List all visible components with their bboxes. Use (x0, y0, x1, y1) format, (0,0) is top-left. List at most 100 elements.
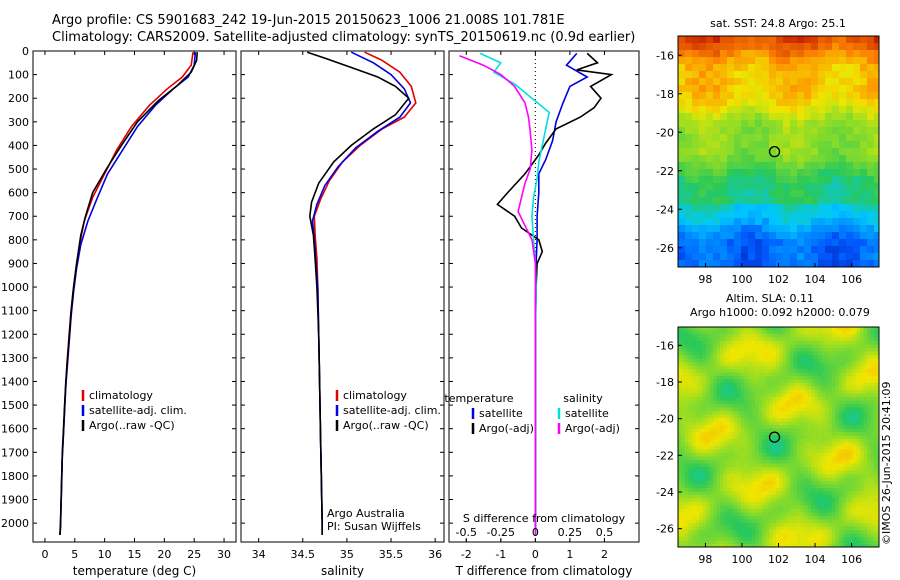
sla_map-cell (832, 383, 836, 387)
sla_map-cell (720, 414, 724, 419)
sla_map-cell (758, 425, 763, 429)
sla_map-cell (853, 474, 857, 478)
sla_map-cell (772, 369, 777, 373)
sla_map-cell (800, 337, 805, 342)
sla_map-cell (821, 474, 826, 478)
sla_map-cell (734, 460, 738, 464)
sla_map-cell (772, 418, 777, 422)
sla_map-cell (702, 505, 707, 510)
sla_map-cell (842, 519, 847, 524)
sst_map-cell (853, 71, 861, 79)
sla_map-cell (874, 411, 878, 415)
sst_map-cell (790, 183, 798, 191)
sst_map-cell (720, 190, 728, 198)
sla_map-cell (723, 491, 728, 496)
sst_map-cell (713, 43, 721, 51)
sla_map-cell (758, 463, 763, 468)
sla_map-cell (835, 330, 840, 335)
sst_map-cell (776, 141, 784, 149)
sla_map-cell (811, 421, 815, 426)
sla_map-cell (811, 376, 815, 380)
sla_map-cell (709, 540, 714, 545)
sla_map-cell (730, 449, 735, 454)
sst_map-cell (853, 43, 861, 51)
sla_map-cell (832, 442, 836, 447)
sst_map-cell (699, 99, 707, 107)
sla_map-cell (877, 365, 879, 370)
sla_map-cell (849, 460, 854, 464)
sst_map-cell (748, 232, 756, 240)
sla_map-cell (713, 411, 717, 415)
sla_map-cell (769, 362, 773, 366)
sla_map-cell (849, 344, 854, 349)
sla_map-cell (716, 397, 721, 401)
sla_map-cell (849, 330, 854, 335)
sla_map-cell (825, 481, 829, 485)
sst_map-cell (748, 169, 756, 177)
sla_map-cell (860, 502, 864, 506)
sla_map-cell (835, 463, 840, 468)
sst_map-cell (776, 85, 784, 93)
sla_map-cell (734, 470, 738, 475)
sla_map-cell (832, 537, 836, 541)
sla_map-cell (678, 341, 682, 345)
sst_map-cell (860, 232, 868, 240)
sla_map-cell (744, 386, 749, 391)
sla_map-cell (748, 327, 752, 331)
sla_map-cell (699, 544, 703, 547)
sla_map-cell (790, 446, 794, 450)
sla_map-cell (821, 344, 826, 349)
sla_map-cell (835, 470, 840, 475)
sla_map-cell (730, 467, 735, 471)
sst_map-cell (685, 85, 693, 93)
sst_map-cell (741, 120, 749, 128)
sla_map-cell (741, 442, 745, 447)
sst_map-cell (797, 127, 805, 135)
sla_map-cell (804, 449, 808, 454)
sst_map-cell (678, 78, 686, 86)
sla_map-cell (772, 505, 777, 510)
sla_map-cell (723, 411, 728, 415)
sla_map-cell (706, 463, 710, 468)
sla_map-cell (863, 484, 868, 489)
sla_map-cell (835, 414, 840, 419)
sla_map-cell (706, 544, 710, 547)
sla_map-cell (748, 526, 752, 531)
sla_map-cell (849, 495, 854, 499)
sst_map-cell (860, 211, 868, 219)
sla_map-cell (688, 453, 693, 457)
sst_map-cell (727, 113, 735, 121)
sla_map-cell (772, 348, 777, 352)
sla_map-cell (867, 446, 871, 450)
sst_map-cell (867, 197, 875, 205)
sst_map-cell (685, 239, 693, 247)
sla_map-cell (755, 397, 759, 401)
sst_map-cell (811, 148, 819, 156)
sla_map-cell (818, 376, 822, 380)
sla_map-cell (758, 477, 763, 482)
sst_map-cell (769, 43, 777, 51)
sla_map-cell (821, 372, 826, 377)
sla_map-cell (849, 404, 854, 408)
sst_map-cell (734, 197, 742, 205)
sla_map-cell (783, 530, 787, 534)
sla_map-cell (825, 453, 829, 457)
sla_map-cell (786, 505, 791, 510)
sla_map-cell (783, 442, 787, 447)
sla_map-cell (716, 411, 721, 415)
sla_map-cell (825, 351, 829, 356)
sla_map-cell (702, 498, 707, 503)
sla_map-cell (713, 407, 717, 412)
sla_map-cell (800, 481, 805, 485)
sst_map-cell (748, 85, 756, 93)
sla_map-cell (685, 516, 689, 520)
sla_map-cell (699, 467, 703, 471)
sst_map-cell (867, 155, 875, 163)
sla_map-cell (874, 432, 878, 436)
sst_map-cell (790, 57, 798, 65)
sla_map-cell (741, 537, 745, 541)
sla_map-cell (751, 383, 756, 387)
sla_map-cell (765, 484, 770, 489)
sla_map-cell (835, 533, 840, 538)
sst_map-cell (741, 71, 749, 79)
